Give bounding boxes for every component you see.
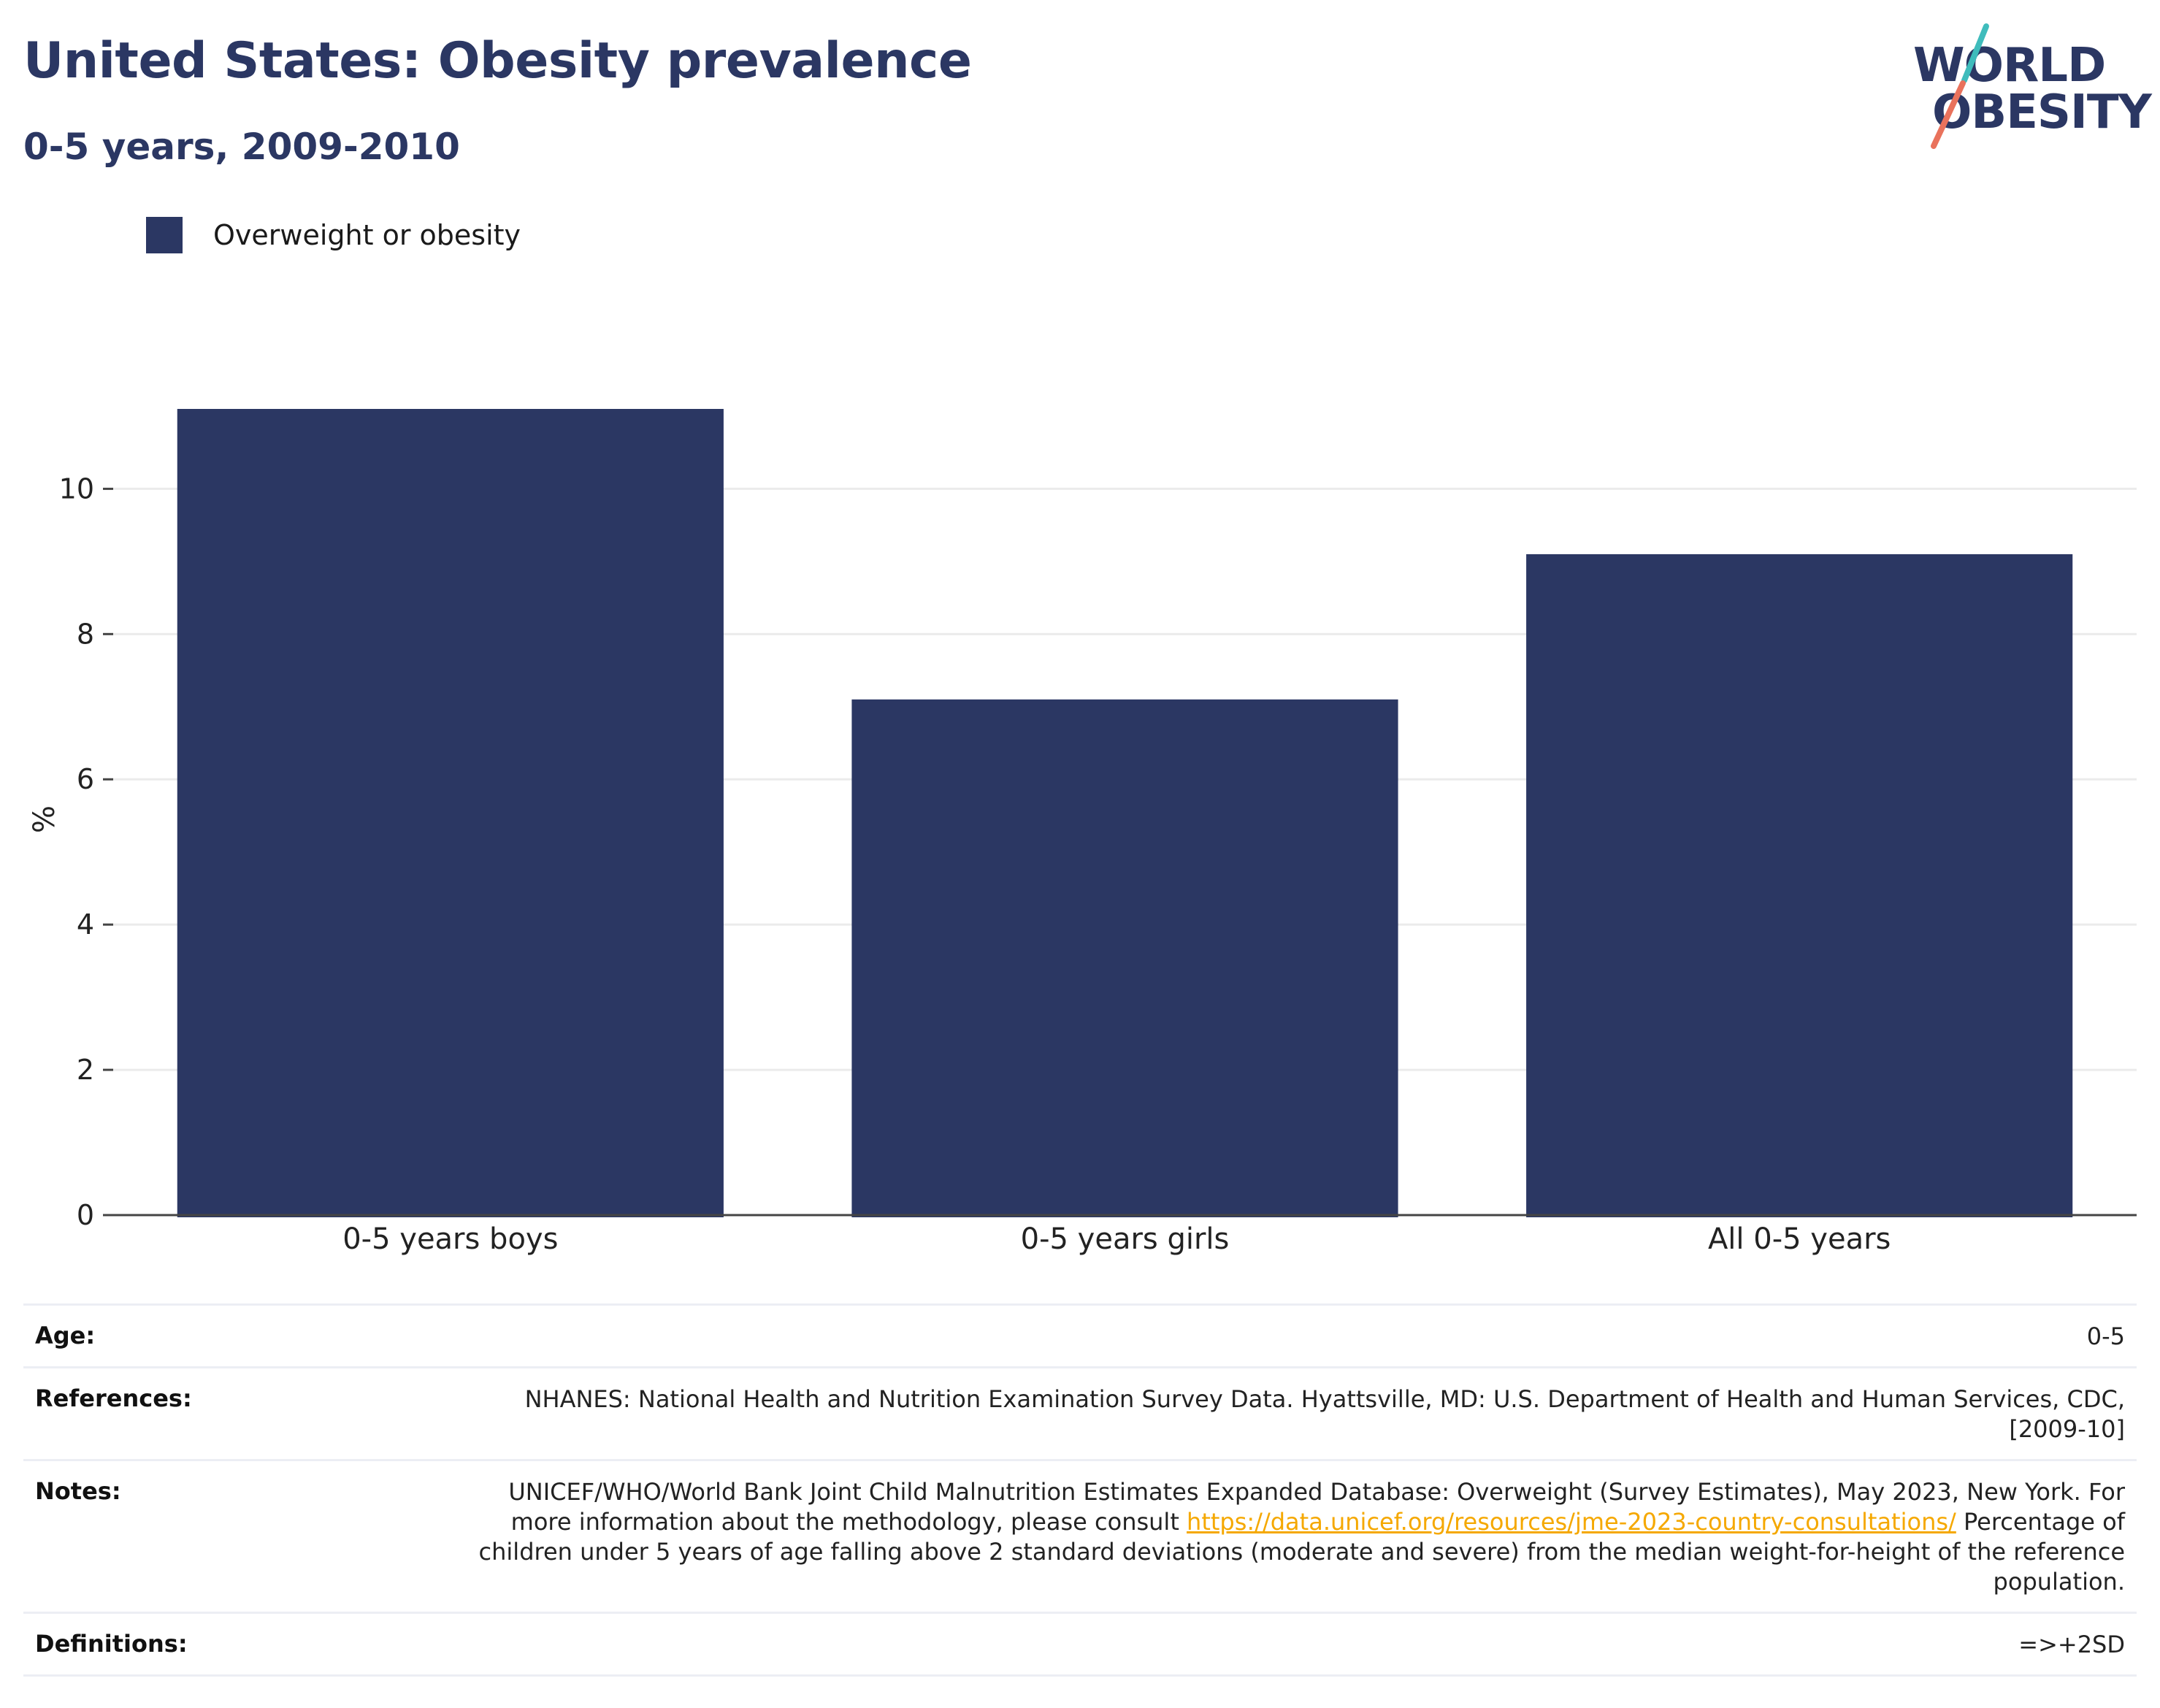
info-row-references: References: NHANES: National Health and … xyxy=(23,1368,2137,1461)
info-key-notes: Notes: xyxy=(35,1477,121,1505)
bar-chart: 0 2 4 6 8 10% 0-5 years boys 0-5 years girls All… xyxy=(28,409,2137,1256)
bar xyxy=(1526,554,2073,1217)
bar xyxy=(177,409,724,1217)
info-row-definitions: Definitions: =>+2SD xyxy=(23,1614,2137,1677)
info-value-age: 0-5 xyxy=(2086,1322,2125,1350)
logo-text-line1: WORLD xyxy=(1913,39,2106,93)
x-tick-label: 0-5 years girls xyxy=(1021,1222,1230,1256)
chart-subtitle: 0-5 years, 2009-2010 xyxy=(23,126,460,168)
y-tick-label: 4 xyxy=(77,908,94,941)
info-table: Age: 0-5 References: NHANES: National He… xyxy=(23,1303,2137,1677)
chart-legend: Overweight or obesity xyxy=(146,216,521,254)
notes-link[interactable]: https://data.unicef.org/resources/jme-20… xyxy=(1187,1508,1956,1536)
logo-slash-top xyxy=(1961,23,1989,83)
y-tick-label: 2 xyxy=(77,1054,94,1086)
info-value-notes: UNICEF/WHO/World Bank Joint Child Malnut… xyxy=(475,1477,2125,1597)
chart-title: United States: Obesity prevalence xyxy=(23,32,972,90)
info-value-definitions: =>+2SD xyxy=(2018,1631,2125,1658)
y-tick-label: 0 xyxy=(77,1199,94,1231)
x-tick-label: All 0-5 years xyxy=(1708,1222,1891,1256)
bar xyxy=(851,699,1398,1217)
info-row-notes: Notes: UNICEF/WHO/World Bank Joint Child… xyxy=(23,1461,2137,1614)
info-row-age: Age: 0-5 xyxy=(23,1306,2137,1368)
info-value-references: NHANES: National Health and Nutrition Ex… xyxy=(524,1385,2125,1443)
notes-text: UNICEF/WHO/World Bank Joint Child Malnut… xyxy=(508,1478,2125,1536)
info-key-definitions: Definitions: xyxy=(35,1630,188,1658)
info-key-age: Age: xyxy=(35,1322,96,1349)
notes-definition-text: Percentage of children under 5 years of … xyxy=(478,1508,2125,1596)
legend-label: Overweight or obesity xyxy=(213,219,521,251)
logo-text-line2: OBESITY xyxy=(1932,85,2152,139)
legend-swatch xyxy=(146,217,183,253)
logo-slash-icon xyxy=(1931,23,1989,149)
x-tick-label: 0-5 years boys xyxy=(342,1222,558,1256)
logo-slash-bottom xyxy=(1931,80,1966,149)
world-obesity-logo: WORLD OBESITY xyxy=(1899,22,2152,153)
info-key-references: References: xyxy=(35,1385,192,1412)
y-tick-label: 6 xyxy=(77,763,94,795)
y-axis-label: % xyxy=(28,805,61,833)
y-tick-label: 8 xyxy=(77,618,94,650)
y-tick-label: 10 xyxy=(59,472,94,505)
